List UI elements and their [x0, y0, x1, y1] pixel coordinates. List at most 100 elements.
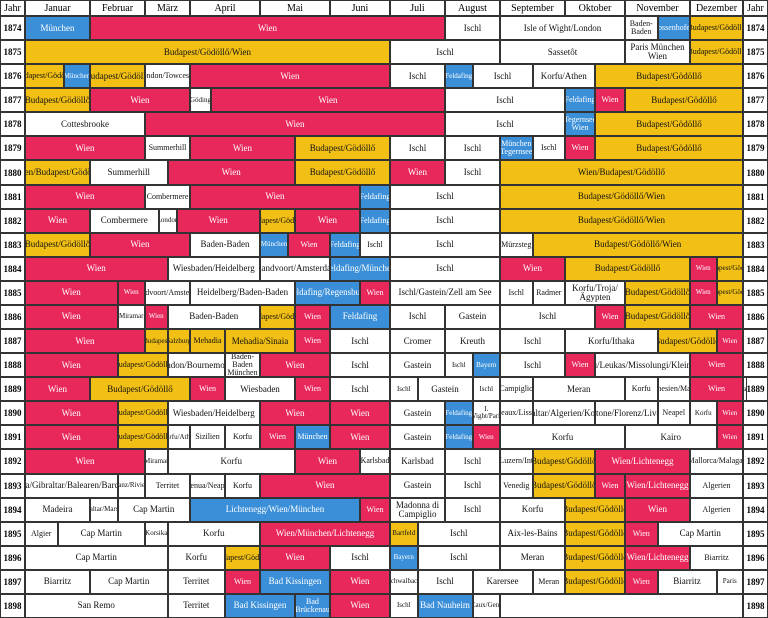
location-cell: Ischl	[390, 136, 445, 161]
location-cell: Budapest/Gödöllő	[25, 88, 90, 113]
month-header-august: August	[445, 0, 500, 16]
location-cell: Wien	[625, 521, 658, 546]
location-cell: Gastein	[390, 473, 445, 498]
location-cell: Bartfeld	[390, 521, 418, 546]
location-cell: Korfu	[167, 545, 225, 570]
location-cell: Ischl	[472, 377, 500, 402]
location-cell: Budapest/Gödöllő	[90, 377, 190, 402]
location-cell: Wien	[260, 425, 295, 450]
year-label-right: 1885	[743, 280, 768, 305]
year-label-right: 1880	[743, 160, 768, 185]
location-cell: Wien	[330, 425, 390, 450]
location-cell: Algier	[25, 521, 58, 546]
location-cell: Paris	[716, 569, 743, 594]
location-cell: Kairo	[625, 425, 717, 450]
location-cell: Feldafing	[445, 425, 473, 450]
location-cell: Korfu/Ithaka	[565, 329, 658, 354]
location-cell: Ischl	[445, 16, 500, 41]
location-cell: Bayern	[390, 545, 418, 570]
location-cell: Budapest/Gödöllő	[117, 353, 168, 378]
year-label-right: 1884	[743, 256, 768, 281]
location-cell: Wien	[690, 353, 743, 378]
month-header-september: September	[500, 0, 565, 16]
location-cell: Wien	[360, 497, 390, 522]
location-cell: Wien	[190, 64, 390, 89]
location-cell: Wiesbaden/Heidelberg	[167, 256, 260, 281]
location-cell: Budapest/Gödöllő	[595, 136, 743, 161]
year-label-right: 1888	[743, 353, 768, 378]
location-cell: Ischl	[445, 449, 500, 474]
year-label-right: 1875	[743, 40, 768, 65]
location-cell: Ischl	[390, 304, 445, 330]
year-label-right: 1881	[743, 184, 768, 209]
location-cell: Budapest/Gödöllő	[532, 473, 595, 498]
year-label-left: 1886	[0, 304, 25, 330]
year-label-right: 1883	[743, 232, 768, 257]
location-cell: Wien	[295, 329, 330, 354]
location-cell: Wien	[716, 329, 743, 354]
location-cell: Ischl	[330, 545, 390, 570]
location-cell: Korfu/Leukas/Missolungi/Kleinasien	[595, 353, 690, 378]
year-column-header-left: Jahr	[0, 0, 25, 16]
location-cell: Possenhofen	[657, 16, 690, 41]
location-cell: Miramar	[145, 449, 168, 474]
location-cell: Wien	[595, 473, 625, 498]
location-cell: Mentone/Florenz/Livorno	[595, 401, 658, 426]
year-label-left: 1890	[0, 401, 25, 426]
location-cell: Ischl	[390, 64, 445, 89]
location-cell: Baden-Baden München	[225, 353, 260, 378]
location-cell: Budapest/Gödöllő	[225, 545, 260, 570]
location-cell: Tegernsee Wien	[565, 112, 595, 137]
location-cell: Sevilla/Gibraltar/Balearen/Barcelona	[25, 473, 118, 498]
location-cell: Ischl	[390, 377, 418, 402]
location-cell: Korfu/Athen	[532, 64, 595, 89]
location-cell: Budapest/Gödöllő	[565, 545, 625, 570]
location-cell: Schwalbach	[390, 569, 418, 594]
location-cell: Bad Nauheim	[417, 593, 473, 618]
location-cell: Gastein	[390, 353, 445, 378]
location-cell: Heidelberg/Baden-Baden	[190, 280, 295, 305]
location-cell: Wien/München/Lichtenegg	[260, 521, 390, 546]
location-cell: Wien	[625, 569, 658, 594]
location-cell: Wien	[260, 353, 330, 378]
location-cell: Meran	[532, 377, 625, 402]
location-cell: Ischl	[445, 112, 565, 137]
location-cell: Budapest/Gödöllő	[117, 401, 168, 426]
location-cell: Baden-Baden	[625, 16, 658, 41]
year-label-left: 1896	[0, 545, 25, 570]
location-cell: Wien	[190, 377, 225, 402]
location-cell: Budapest/Gödöllő	[25, 232, 90, 257]
year-label-left: 1881	[0, 184, 25, 209]
location-cell: Wien	[295, 377, 330, 402]
location-cell: Wien/Budapest/Gödöllő	[500, 160, 743, 185]
year-label-left: 1898	[0, 593, 25, 618]
location-cell: Wiesbaden	[225, 377, 295, 402]
year-label-right: 1892	[743, 449, 768, 474]
year-label-left: 1878	[0, 112, 25, 137]
year-label-left: 1877	[0, 88, 25, 113]
location-cell: Wien	[565, 136, 595, 161]
location-cell: Wien/Budapest/Gödöllő	[25, 160, 90, 185]
location-cell: Summerhill	[145, 136, 190, 161]
location-cell: Feldafing	[565, 88, 595, 113]
location-cell: Budapest/Gödöllő/Wien	[25, 40, 390, 65]
location-cell: Wien	[145, 304, 168, 330]
location-cell: Budapest/Gödöllő/Wien	[500, 208, 743, 233]
location-cell: Wien	[295, 304, 330, 330]
location-cell: Wien	[390, 160, 445, 185]
location-cell: Wien	[25, 184, 145, 209]
location-cell: Wien	[472, 425, 500, 450]
location-cell: Korfu/Athen	[167, 425, 190, 450]
location-cell: Wien	[330, 593, 390, 618]
location-cell: Budapest/Gödöllő	[690, 16, 743, 41]
location-cell: Wien	[25, 377, 90, 402]
location-cell: San Remo	[25, 593, 168, 618]
location-cell: Budapest/Gödöllő	[595, 112, 743, 137]
year-label-left: 1895	[0, 521, 25, 546]
location-cell: Budapest/Gödöllő	[657, 329, 717, 354]
year-label-left: 1876	[0, 64, 25, 89]
location-cell: München	[64, 64, 90, 89]
location-cell: Biarritz	[25, 569, 90, 594]
location-cell: Ischl	[500, 304, 595, 330]
location-cell: Wien	[90, 232, 190, 257]
